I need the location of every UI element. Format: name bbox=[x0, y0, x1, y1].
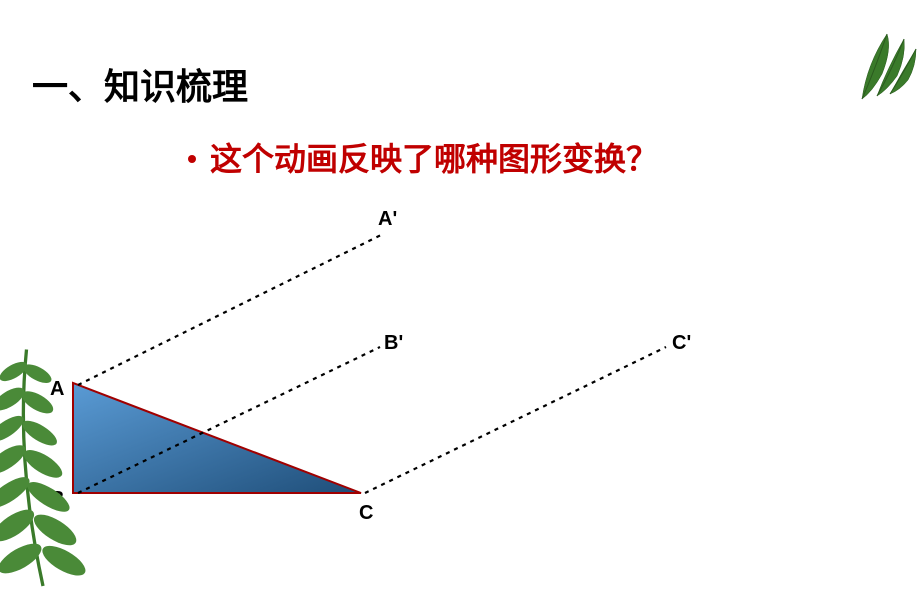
vertex-label-Aprime: A' bbox=[378, 208, 397, 231]
vertex-label-Cprime: C' bbox=[672, 332, 691, 355]
vertex-label-Bprime: B' bbox=[384, 332, 403, 355]
translation-line-c bbox=[365, 347, 666, 493]
vertex-label-C: C bbox=[359, 502, 373, 525]
leaf-decoration-top-right bbox=[842, 14, 920, 104]
geometry-diagram bbox=[0, 0, 920, 575]
leaf-decoration-left bbox=[0, 339, 104, 592]
triangle-abc bbox=[73, 383, 361, 493]
translation-line-a bbox=[78, 235, 381, 385]
